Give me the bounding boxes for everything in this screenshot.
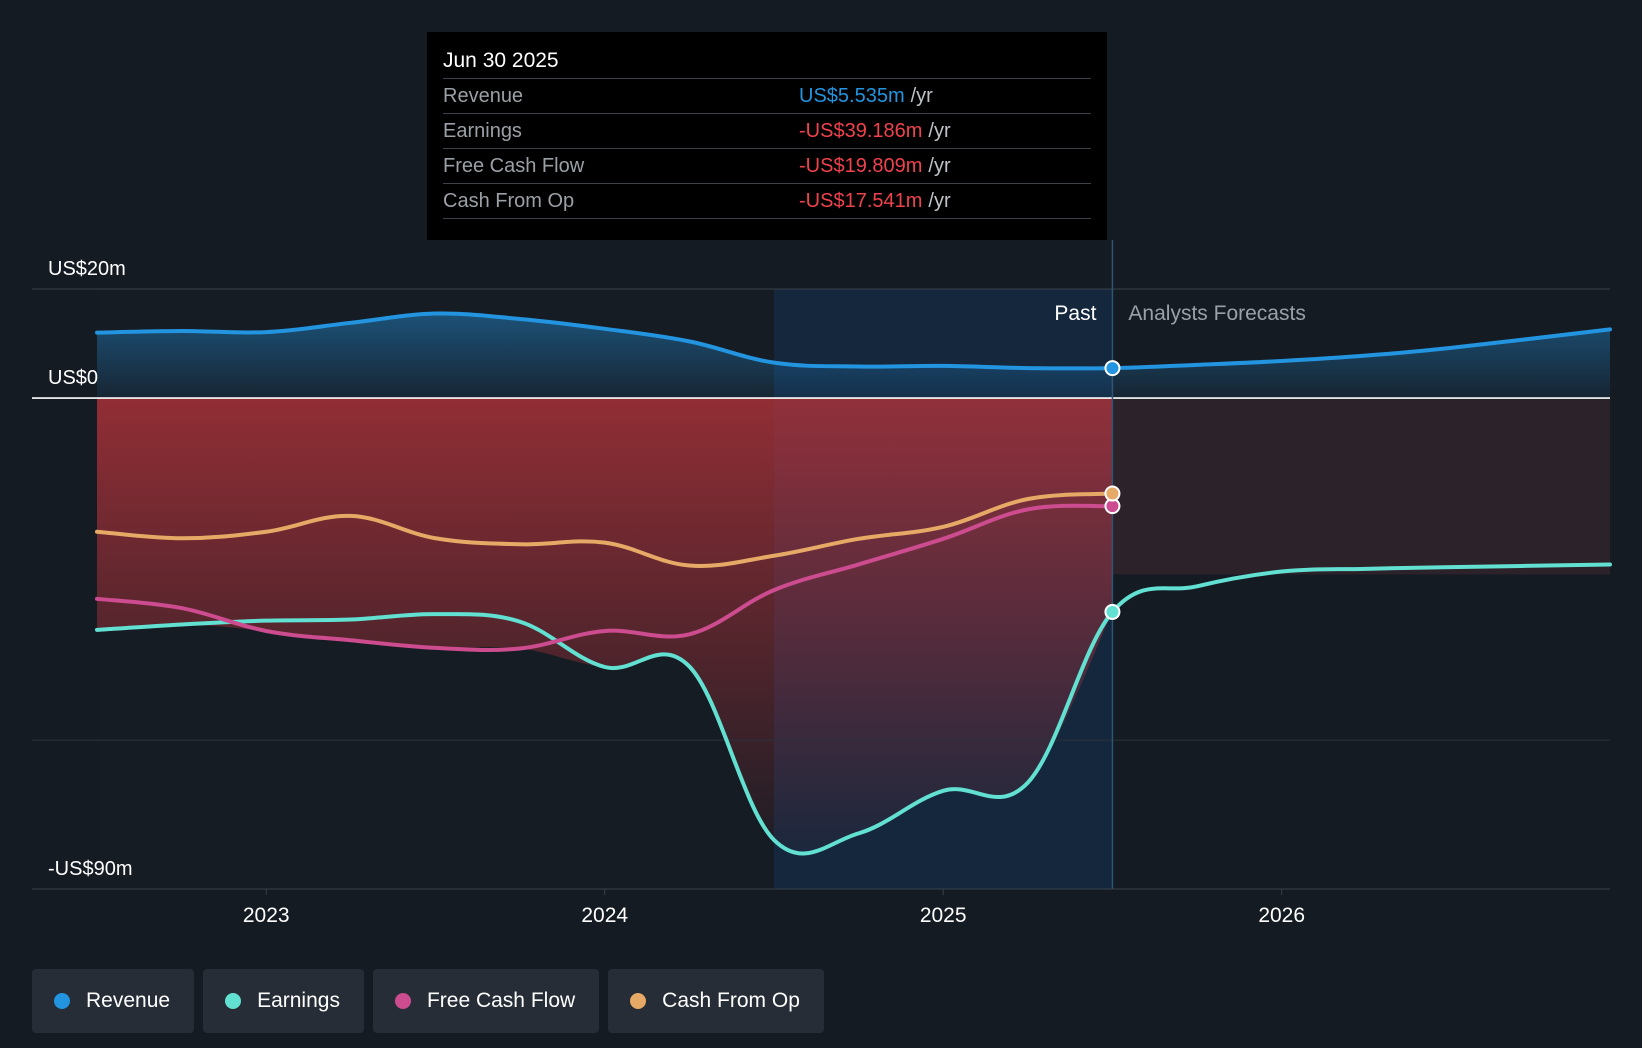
x-tick-label: 2025 bbox=[920, 904, 967, 927]
x-tick-label: 2024 bbox=[581, 904, 628, 927]
dot-icon bbox=[225, 993, 242, 1009]
y-tick-label: -US$90m bbox=[48, 858, 132, 880]
legend-item-free-cash-flow[interactable]: Free Cash Flow bbox=[372, 969, 600, 1033]
revenue-area bbox=[97, 313, 1610, 399]
tooltip-unit: /yr bbox=[910, 85, 933, 107]
series-line-revenue bbox=[95, 311, 1612, 371]
legend-item-revenue[interactable]: Revenue bbox=[32, 969, 195, 1033]
forecast-label: Analysts Forecasts bbox=[1128, 302, 1305, 325]
tooltip-row-revenue: Revenue US$5.535m /yr bbox=[443, 79, 1091, 114]
series-line-earnings bbox=[95, 562, 1612, 856]
data-point-revenue bbox=[1104, 360, 1121, 377]
tooltip-value: -US$39.186m bbox=[799, 120, 923, 142]
dot-icon bbox=[54, 993, 70, 1009]
series-line-free-cash-flow bbox=[95, 503, 1115, 653]
series-line-cash-from-op bbox=[95, 491, 1115, 568]
legend-label: Cash From Op bbox=[662, 989, 800, 1012]
legend-item-cash-from-op[interactable]: Cash From Op bbox=[608, 969, 824, 1033]
tooltip-label: Earnings bbox=[443, 120, 522, 142]
tooltip-label: Cash From Op bbox=[443, 190, 575, 212]
data-point-cash-from-op bbox=[1104, 485, 1121, 502]
tooltip-row-cash-from-op: Cash From Op -US$17.541m /yr bbox=[443, 184, 1091, 219]
y-tick-label: US$20m bbox=[48, 258, 126, 280]
legend-label: Earnings bbox=[257, 989, 340, 1012]
tooltip: Jun 30 2025 Revenue US$5.535m /yr Earnin… bbox=[427, 32, 1107, 240]
data-point-earnings bbox=[1104, 603, 1121, 620]
tooltip-label: Free Cash Flow bbox=[443, 155, 585, 177]
tooltip-value: -US$19.809m bbox=[799, 155, 923, 177]
legend-label: Free Cash Flow bbox=[426, 989, 576, 1012]
y-tick-label: US$0 bbox=[48, 367, 98, 389]
tooltip-value: US$5.535m bbox=[799, 85, 905, 107]
tooltip-unit: /yr bbox=[928, 120, 951, 142]
tooltip-row-earnings: Earnings -US$39.186m /yr bbox=[443, 114, 1091, 149]
tooltip-value: -US$17.541m bbox=[799, 190, 923, 212]
tooltip-date: Jun 30 2025 bbox=[443, 46, 1091, 79]
past-label: Past bbox=[1054, 302, 1096, 325]
legend-label: Revenue bbox=[86, 989, 171, 1012]
tooltip-unit: /yr bbox=[928, 155, 951, 177]
legend-item-earnings[interactable]: Earnings bbox=[203, 969, 364, 1033]
x-tick-label: 2023 bbox=[243, 904, 290, 927]
tooltip-unit: /yr bbox=[928, 190, 951, 212]
dot-icon bbox=[630, 993, 647, 1009]
tooltip-row-free-cash-flow: Free Cash Flow -US$19.809m /yr bbox=[443, 149, 1091, 184]
tooltip-label: Revenue bbox=[443, 85, 524, 107]
legend: Revenue Earnings Free Cash Flow Cash Fro… bbox=[32, 969, 824, 1033]
dot-icon bbox=[394, 993, 411, 1009]
forecast-negative-band bbox=[1112, 398, 1610, 575]
x-tick-label: 2026 bbox=[1258, 904, 1305, 927]
